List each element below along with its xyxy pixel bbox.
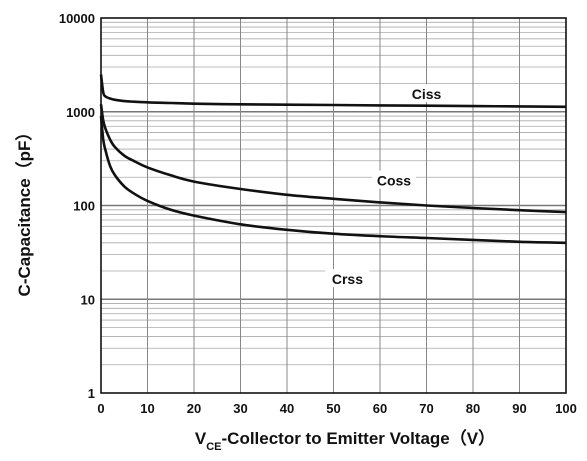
x-tick-label: 70 <box>419 401 433 416</box>
series-label-background <box>371 170 416 189</box>
x-tick-label: 90 <box>512 401 526 416</box>
x-tick-label: 40 <box>280 401 294 416</box>
curve-crss <box>99 115 567 245</box>
x-tick-label: 80 <box>466 401 480 416</box>
series-label-coss: Coss <box>377 173 411 189</box>
y-tick-label: 10000 <box>59 11 95 26</box>
x-tick-label: 50 <box>326 401 340 416</box>
x-tick-label: 10 <box>140 401 154 416</box>
x-tick-label: 30 <box>233 401 247 416</box>
y-tick-label: 1000 <box>66 105 95 120</box>
curve-coss <box>99 104 567 214</box>
series-label-background <box>325 269 370 288</box>
x-tick-label: 20 <box>187 401 201 416</box>
series-labels: Ciss Coss Crss <box>325 84 449 288</box>
x-tick-label: 60 <box>373 401 387 416</box>
x-axis-title: VCE-Collector to Emitter Voltage（V） <box>195 428 495 453</box>
y-tick-label: 10 <box>81 292 95 307</box>
y-tick-labels: 1 10 100 1000 10000 <box>59 11 95 401</box>
y-axis-title: C-Capacitance（pF） <box>14 124 34 297</box>
x-axis-title-subscript: CE <box>206 441 221 453</box>
series-label-crss: Crss <box>332 271 363 287</box>
series-curves <box>99 74 567 245</box>
series-label-ciss: Ciss <box>412 86 442 102</box>
x-axis-title-main: V <box>195 429 207 448</box>
plot-grid <box>101 18 566 393</box>
curve-ciss <box>99 74 567 109</box>
y-tick-label: 100 <box>73 199 95 214</box>
x-tick-label: 0 <box>97 401 104 416</box>
x-tick-label: 100 <box>555 401 577 416</box>
x-tick-labels: 0 10 20 30 40 50 60 70 80 90 100 <box>97 401 576 416</box>
y-tick-label: 1 <box>88 386 95 401</box>
x-axis-title-rest: -Collector to Emitter Voltage（V） <box>222 428 496 448</box>
series-label-background <box>404 84 449 103</box>
plot-frame <box>100 17 567 394</box>
